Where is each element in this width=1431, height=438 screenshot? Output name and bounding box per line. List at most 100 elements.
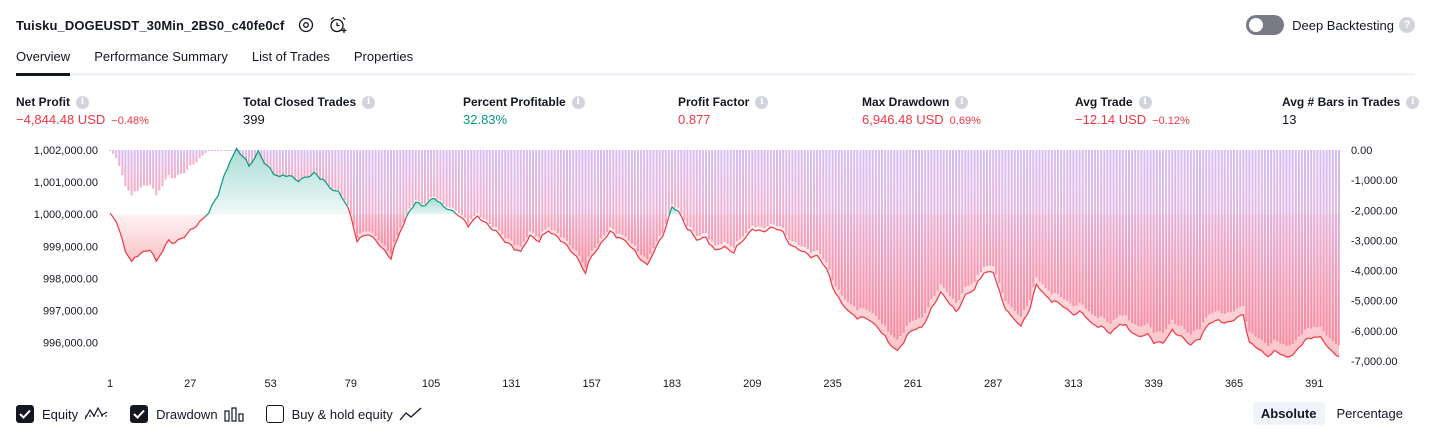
drawdown-bar: [627, 150, 630, 241]
drawdown-bar: [649, 150, 652, 254]
left-axis-ticks: 1,002,000.00 1,001,000.00 1,000,000.00 999,…: [34, 145, 98, 350]
info-icon[interactable]: i: [1138, 95, 1152, 109]
drawdown-bar: [414, 150, 417, 201]
drawdown-bar: [633, 150, 636, 246]
equity-line-icon: [84, 406, 108, 422]
drawdown-bar: [726, 150, 729, 244]
drawdown-bar: [319, 150, 321, 179]
legend-buy-hold-equity[interactable]: Buy & hold equity: [265, 405, 423, 423]
equity-checkbox[interactable]: [16, 405, 34, 423]
tab-performance-summary[interactable]: Performance Summary: [94, 44, 228, 73]
x-axis-tick-label: 339: [1145, 378, 1163, 390]
x-axis-tick-label: 183: [663, 378, 681, 390]
legend-label: Equity: [42, 406, 79, 422]
drawdown-bar: [229, 150, 232, 151]
info-icon[interactable]: i: [362, 95, 376, 109]
drawdown-bar: [173, 150, 176, 178]
deep-backtesting-toggle[interactable]: [1246, 15, 1285, 35]
drawdown-bars-icon: [223, 406, 244, 422]
legend-equity[interactable]: Equity: [16, 405, 108, 423]
x-axis-tick-label: 391: [1305, 378, 1323, 390]
drawdown-bar: [127, 150, 130, 191]
stat-percent: 0.69%: [949, 115, 981, 127]
equity-line-loss: [677, 210, 1340, 358]
loss-area: [347, 207, 407, 260]
profit-area: [406, 198, 456, 217]
drawdown-bar: [288, 150, 291, 176]
drawdown-bar: [158, 150, 161, 191]
drawdown-bar: [757, 150, 760, 227]
drawdown-bar: [979, 150, 982, 272]
drawdown-checkbox[interactable]: [130, 405, 149, 423]
left-axis-tick-label: 1,000,000.00: [34, 209, 98, 221]
tab-list-of-trades[interactable]: List of Trades: [252, 44, 330, 73]
stat-value: 13: [1282, 112, 1297, 127]
drawdown-bar: [618, 150, 621, 234]
drawdown-bar: [396, 150, 399, 236]
tab-properties[interactable]: Properties: [354, 44, 413, 73]
drawdown-bar: [640, 150, 643, 256]
drawdown-bar: [776, 150, 778, 227]
drawdown-bar: [155, 150, 158, 196]
legend-drawdown[interactable]: Drawdown: [130, 405, 244, 423]
drawdown-bar: [800, 150, 803, 247]
drawdown-bar: [445, 150, 448, 207]
info-icon[interactable]: i: [955, 95, 969, 109]
drawdown-bar: [578, 150, 581, 256]
alarm-clock-plus-icon[interactable]: [328, 15, 348, 35]
stat-values: 6,946.48 USD 0.69%: [862, 112, 981, 128]
drawdown-bar: [556, 150, 559, 234]
buy-hold-line-icon: [399, 406, 423, 422]
drawdown-bar: [121, 150, 124, 176]
drawdown-bar: [754, 150, 757, 228]
x-axis-tick-label: 261: [904, 378, 922, 390]
mode-absolute-button[interactable]: Absolute: [1252, 402, 1325, 425]
stat-values: 32.83%: [463, 112, 585, 128]
drawdown-bar: [637, 150, 639, 252]
drawdown-bar: [183, 150, 186, 174]
drawdown-bar: [180, 150, 182, 174]
drawdown-bar: [553, 150, 556, 231]
stat-label: Avg # Bars in Trades i: [1282, 94, 1420, 110]
stat-label: Avg Trade i: [1075, 94, 1190, 110]
stat-label: Total Closed Trades i: [243, 94, 376, 110]
left-axis-tick-label: 998,000.00: [43, 274, 98, 286]
drawdown-bar: [467, 150, 470, 224]
question-icon[interactable]: ?: [1399, 17, 1415, 33]
mode-percentage-button[interactable]: Percentage: [1336, 406, 1404, 421]
left-axis-tick-label: 997,000.00: [43, 306, 98, 318]
left-axis-tick-label: 999,000.00: [43, 241, 98, 253]
drawdown-bar: [377, 150, 380, 241]
drawdown-bar: [572, 150, 575, 249]
x-axis-tick-label: 287: [984, 378, 1002, 390]
drawdown-bar: [220, 150, 223, 151]
drawdown-bar: [149, 150, 152, 185]
info-icon[interactable]: i: [76, 95, 89, 109]
stat-max-drawdown: Max Drawdown i 6,946.48 USD 0.69%: [862, 94, 981, 128]
drawdown-bar: [195, 150, 198, 163]
drawdown-bar: [609, 150, 612, 228]
drawdown-bar: [309, 150, 312, 176]
x-axis-ticks: 1 27 53 79 105 131 157 183 209 235 261 287 313 339 365…: [107, 378, 1324, 390]
tab-label: Performance Summary: [94, 49, 228, 64]
left-axis-tick-label: 1,001,000.00: [34, 177, 98, 189]
tab-overview[interactable]: Overview: [16, 44, 71, 76]
drawdown-bar: [115, 150, 118, 159]
drawdown-bar: [352, 150, 355, 226]
drawdown-bar: [720, 150, 723, 244]
drawdown-bar: [473, 150, 476, 216]
equity-drawdown-chart[interactable]: 1,002,000.00 1,001,000.00 1,000,000.00 999,…: [0, 140, 1431, 394]
buy-hold-checkbox[interactable]: [265, 405, 284, 423]
drawdown-bar: [362, 150, 365, 232]
drawdown-bar: [541, 150, 544, 232]
info-icon[interactable]: i: [571, 95, 585, 109]
drawdown-bar: [745, 150, 748, 234]
info-icon[interactable]: i: [755, 95, 769, 109]
drawdown-bar: [516, 150, 519, 246]
right-axis-tick-label: -1,000.00: [1351, 175, 1397, 187]
drawdown-bar: [769, 150, 772, 224]
gear-icon[interactable]: [296, 15, 316, 35]
chart-canvas[interactable]: 1,002,000.00 1,001,000.00 1,000,000.00 999,…: [0, 140, 1431, 394]
tab-label: Overview: [16, 49, 71, 64]
info-icon[interactable]: i: [1406, 95, 1420, 109]
